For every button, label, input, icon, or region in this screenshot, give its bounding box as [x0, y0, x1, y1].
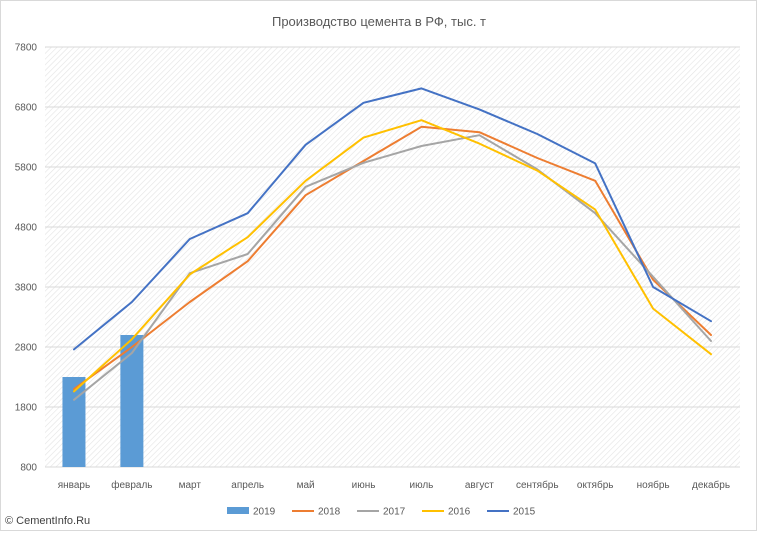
legend-label: 2018 [318, 507, 341, 518]
x-tick-label: сентябрь [516, 479, 559, 491]
grid-lines [45, 46, 740, 468]
x-tick-label: январь [58, 480, 90, 491]
line-series-2018 [73, 125, 712, 390]
line-series-2016 [73, 119, 712, 393]
y-tick-label: 800 [20, 463, 37, 474]
x-tick-label: июнь [352, 480, 376, 491]
y-tick-label: 6800 [15, 103, 38, 114]
x-tick-label: март [179, 480, 202, 491]
y-tick-label: 7800 [15, 43, 38, 54]
bar-2019-1 [120, 335, 144, 467]
y-tick-label: 2800 [15, 343, 38, 354]
line-series-group [73, 87, 712, 401]
x-tick-label: июль [409, 480, 433, 491]
y-tick-label: 4800 [15, 223, 38, 234]
x-tick-label: октябрь [577, 479, 614, 491]
line-series-2015 [73, 87, 712, 351]
legend: 2019 2018 2017 2016 2015 [227, 507, 536, 518]
legend-label: 2019 [253, 507, 276, 518]
y-tick-label: 5800 [15, 163, 38, 174]
legend-swatch-2019 [227, 507, 249, 514]
legend-label: 2017 [383, 507, 406, 518]
y-tick-label: 3800 [15, 283, 38, 294]
plot-area-background [45, 47, 740, 467]
legend-label: 2015 [513, 507, 536, 518]
watermark-text: © CementInfo.Ru [5, 515, 90, 527]
chart-title: Производство цемента в РФ, тыс. т [272, 14, 486, 29]
bar-series-2019 [62, 335, 144, 467]
x-tick-label: ноябрь [637, 479, 670, 491]
x-axis-tick-labels: январь февраль март апрель май июнь июль август… [58, 479, 730, 491]
x-tick-label: декабрь [692, 479, 730, 491]
y-axis-tick-labels: 800 1800 2800 3800 4800 5800 6800 7800 [15, 43, 38, 474]
x-tick-label: май [297, 480, 315, 491]
legend-label: 2016 [448, 507, 471, 518]
x-tick-label: август [465, 480, 494, 491]
x-tick-label: апрель [231, 480, 264, 491]
x-tick-label: февраль [111, 479, 152, 491]
y-tick-label: 1800 [15, 403, 38, 414]
bar-2019-0 [62, 377, 86, 467]
